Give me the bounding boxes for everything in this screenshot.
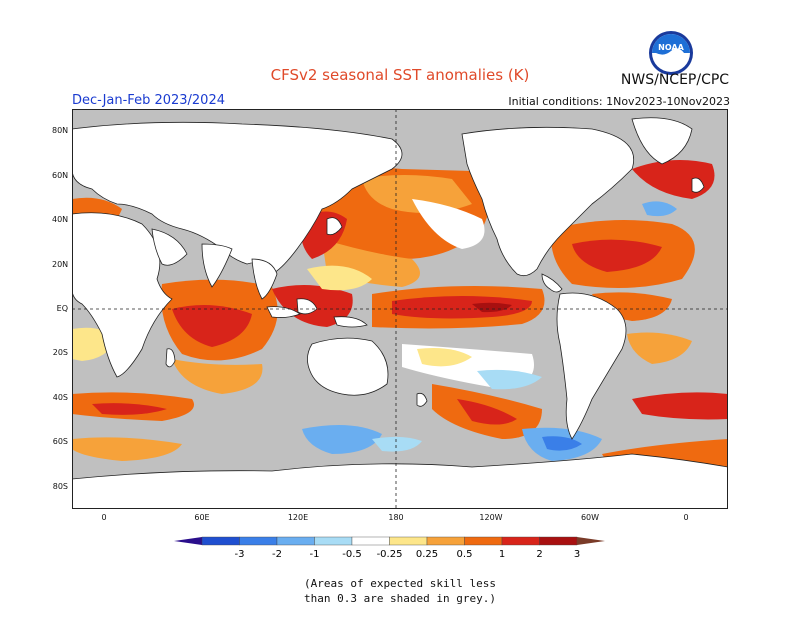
colorbar-swatch xyxy=(201,536,240,546)
sst-anomaly-map xyxy=(72,109,728,509)
lon-label-4: 120W xyxy=(479,513,503,522)
lat-label-60s: 60S xyxy=(52,437,68,446)
land-new-guinea xyxy=(333,316,368,328)
colorbar-swatch xyxy=(351,536,390,546)
land-antarctica xyxy=(72,453,728,509)
lat-label-40s: 40S xyxy=(52,393,68,402)
season-label: Dec-Jan-Feb 2023/2024 xyxy=(72,93,225,108)
org-label: NWS/NCEP/CPC xyxy=(620,72,730,88)
land-masses xyxy=(72,117,728,509)
colorbar-label: -2 xyxy=(272,549,282,560)
colorbar-label: 1 xyxy=(499,549,505,560)
initial-conditions-label: Initial conditions: 1Nov2023-10Nov2023 xyxy=(508,95,730,108)
colorbar-swatch xyxy=(539,536,578,546)
lat-label-80s: 80S xyxy=(52,482,68,491)
colorbar-label: -0.25 xyxy=(377,549,403,560)
skill-note: (Areas of expected skill less than 0.3 a… xyxy=(0,576,800,606)
land-maritime-continent xyxy=(266,306,301,318)
logo-text: NOAA xyxy=(658,43,684,52)
lon-label-0: 0 xyxy=(101,513,107,522)
land-central-america xyxy=(541,273,563,293)
colorbar-swatch xyxy=(389,536,428,546)
land-south-america xyxy=(556,292,627,440)
colorbar-swatch xyxy=(276,536,315,546)
lat-label-eq: EQ xyxy=(56,304,68,313)
skill-note-line2: than 0.3 are shaded in grey.) xyxy=(303,592,497,605)
colorbar-swatch xyxy=(239,536,278,546)
colorbar-swatch xyxy=(426,536,465,546)
colorbar-swatch xyxy=(464,536,503,546)
lat-label-20n: 20N xyxy=(52,260,69,269)
skill-note-line1: (Areas of expected skill less xyxy=(303,577,497,590)
colorbar-max-arrow xyxy=(577,537,605,545)
land-borneo xyxy=(296,298,318,315)
land-madagascar xyxy=(165,348,176,368)
colorbar-swatch xyxy=(314,536,353,546)
map-frame xyxy=(72,109,728,509)
land-new-zealand xyxy=(416,392,428,407)
lat-label-60n: 60N xyxy=(52,171,69,180)
land-indochina xyxy=(251,258,278,300)
lon-label-3: 180 xyxy=(388,513,404,522)
colorbar: -3 -2 -1 -0.5 -0.25 0.25 0.5 1 2 3 xyxy=(174,536,605,560)
colorbar-label: -1 xyxy=(310,549,320,560)
lon-label-6: 0 xyxy=(683,513,689,522)
lat-label-40n: 40N xyxy=(52,215,69,224)
lat-label-20s: 20S xyxy=(52,348,68,357)
land-australia xyxy=(307,337,389,396)
land-eurasia xyxy=(72,121,403,275)
colorbar-swatch xyxy=(501,536,540,546)
colorbar-min-arrow xyxy=(174,537,202,545)
land-india xyxy=(201,243,233,288)
land-greenland xyxy=(631,117,693,165)
colorbar-label: -3 xyxy=(235,549,245,560)
lon-label-1: 60E xyxy=(194,513,210,522)
colorbar-label: -0.5 xyxy=(342,549,362,560)
land-japan xyxy=(326,217,343,236)
noaa-logo: NOAA xyxy=(648,30,694,80)
colorbar-label: 2 xyxy=(536,549,542,560)
lon-label-5: 60W xyxy=(580,513,600,522)
colorbar-label: 0.5 xyxy=(457,549,473,560)
land-north-america xyxy=(461,126,634,277)
land-uk xyxy=(691,177,705,193)
lat-label-80n: 80N xyxy=(52,126,69,135)
land-arabia xyxy=(151,228,188,266)
colorbar-label: 3 xyxy=(574,549,580,560)
colorbar-label: 0.25 xyxy=(416,549,438,560)
map-title: CFSv2 seasonal SST anomalies (K) xyxy=(270,66,530,84)
anomaly-fields xyxy=(72,144,728,473)
lon-label-2: 120E xyxy=(287,513,309,522)
